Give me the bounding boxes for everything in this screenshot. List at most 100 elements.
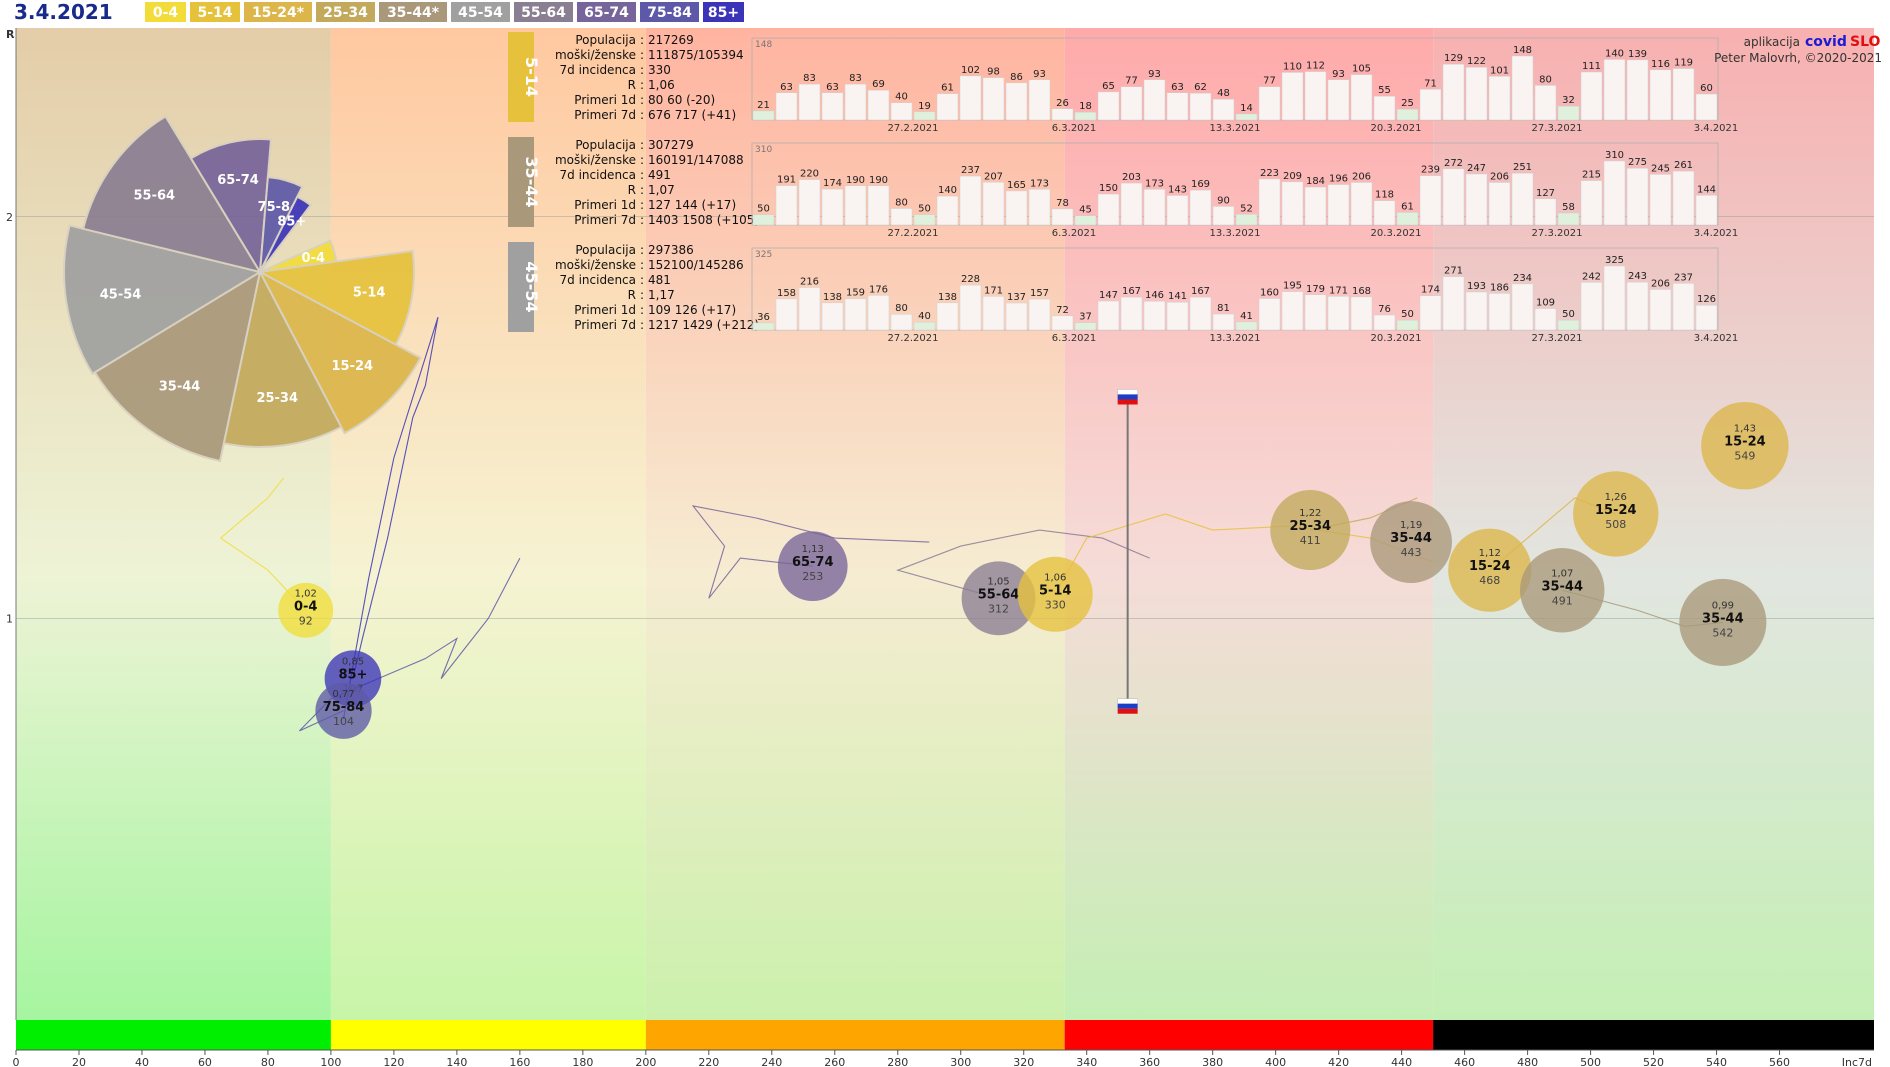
bubble-r-value: 1,43 bbox=[1734, 424, 1756, 435]
trail-0-4 bbox=[219, 477, 307, 611]
mini-date-label: 3.4.2021 bbox=[1694, 333, 1739, 344]
bubble-r-value: 1,13 bbox=[802, 544, 824, 555]
mini-bar bbox=[1396, 319, 1419, 331]
x-axis-label: Inc7d bbox=[1842, 1056, 1872, 1067]
mini-bar bbox=[821, 92, 844, 121]
mini-bar bbox=[752, 110, 775, 121]
flag-blue bbox=[1117, 703, 1138, 709]
stat-colon: : bbox=[640, 78, 644, 92]
stat-key: Primeri 1d bbox=[574, 198, 636, 212]
mini-bar bbox=[867, 185, 890, 226]
mini-bar-label: 206 bbox=[1490, 171, 1509, 182]
mini-bar-label: 45 bbox=[1079, 205, 1092, 216]
x-tick-label: 400 bbox=[1265, 1056, 1286, 1067]
panel-tab-label: 35-44 bbox=[522, 156, 541, 207]
mini-bar bbox=[1534, 198, 1557, 226]
pie-slice-65-74 bbox=[189, 138, 273, 276]
stat-colon: : bbox=[640, 318, 644, 332]
mini-bar bbox=[867, 89, 890, 121]
legend-label-35-44: 35-44* bbox=[387, 5, 440, 21]
zone-color-segment bbox=[1064, 1020, 1434, 1050]
bubble-incidence: 411 bbox=[1300, 534, 1321, 547]
mini-bar bbox=[1626, 167, 1649, 226]
legend-swatch-45-54 bbox=[451, 2, 510, 22]
mini-bar-label: 167 bbox=[1122, 286, 1141, 297]
stat-value: 152100/145286 bbox=[648, 258, 744, 272]
x-tick-label: 560 bbox=[1769, 1056, 1790, 1067]
mini-bar-label: 50 bbox=[1562, 309, 1575, 320]
mini-bar bbox=[1672, 283, 1695, 331]
mini-bar bbox=[1695, 93, 1718, 121]
mini-bar bbox=[1649, 174, 1672, 226]
mini-bar bbox=[1442, 168, 1465, 226]
date-title: 3.4.2021 bbox=[14, 0, 113, 24]
bubble-35-44 bbox=[1370, 501, 1452, 583]
pie-slice-45-54 bbox=[63, 224, 263, 376]
legend-swatch-55-64 bbox=[514, 2, 573, 22]
bubble-15-24 bbox=[1701, 401, 1789, 490]
mini-bar-label: 63 bbox=[826, 82, 839, 93]
mini-bar-label: 261 bbox=[1674, 160, 1693, 171]
mini-bar-label: 216 bbox=[800, 276, 819, 287]
panel-tab-label: 5-14 bbox=[522, 57, 541, 97]
mini-bar bbox=[1028, 189, 1051, 226]
mini-date-label: 27.3.2021 bbox=[1532, 228, 1583, 239]
mini-bar-label: 112 bbox=[1306, 61, 1325, 72]
stat-value: 1,07 bbox=[648, 183, 675, 197]
mini-bar-label: 139 bbox=[1628, 49, 1647, 60]
mini-bar-label: 179 bbox=[1306, 284, 1325, 295]
pie-label-75-84: 75-84 bbox=[258, 200, 300, 215]
mini-bar-label: 101 bbox=[1490, 65, 1509, 76]
mini-bar-label: 61 bbox=[941, 83, 954, 94]
mini-bar bbox=[844, 83, 867, 121]
mini-bar bbox=[913, 111, 936, 121]
mini-bar-label: 98 bbox=[987, 67, 1000, 78]
credit-app-name-a: covid bbox=[1805, 34, 1847, 50]
mini-bar-label: 21 bbox=[757, 100, 770, 111]
mini-bar bbox=[844, 298, 867, 331]
mini-bar bbox=[1695, 304, 1718, 331]
mini-bar-label: 251 bbox=[1513, 162, 1532, 173]
mini-date-label: 6.3.2021 bbox=[1052, 333, 1097, 344]
mini-bar-label: 207 bbox=[984, 171, 1003, 182]
mini-bar-label: 325 bbox=[1605, 255, 1624, 266]
legend[interactable]: 0-4 5-14 15-24* 25-34 35-44* 45-54 55-64 65-74 7… bbox=[145, 2, 744, 22]
stat-colon: : bbox=[640, 138, 644, 152]
mini-bar-label: 168 bbox=[1352, 286, 1371, 297]
mini-bar-label: 176 bbox=[869, 284, 888, 295]
mini-bar-label: 191 bbox=[777, 175, 796, 186]
header-background bbox=[0, 0, 1890, 24]
flag-white bbox=[1117, 698, 1138, 704]
x-tick-label: 500 bbox=[1580, 1056, 1601, 1067]
mini-date-label: 6.3.2021 bbox=[1052, 123, 1097, 134]
age-pie-chart: 0-4 5-14 15-24 25-34 35-44 45-54 55-64 65-74 75-… bbox=[63, 115, 422, 463]
mini-bar-label: 40 bbox=[918, 311, 931, 322]
stat-value: 491 bbox=[648, 168, 671, 182]
x-tick-label: 420 bbox=[1328, 1056, 1349, 1067]
zone-color-segment bbox=[1433, 1020, 1874, 1050]
mini-bar bbox=[1097, 91, 1120, 121]
bubble-r-value: 0,85 bbox=[342, 657, 364, 668]
trail-75-84 bbox=[299, 557, 521, 732]
mini-bar bbox=[1603, 59, 1626, 121]
mini-bar-label: 243 bbox=[1628, 271, 1647, 282]
bubble-r-value: 1,26 bbox=[1605, 492, 1627, 503]
bubble-group-label: 15-24 bbox=[1595, 503, 1637, 518]
pie-label-5-14: 5-14 bbox=[353, 286, 386, 301]
mini-bar bbox=[982, 77, 1005, 121]
mini-bar bbox=[775, 298, 798, 331]
mini-bar bbox=[1281, 291, 1304, 331]
mini-bar-label: 127 bbox=[1536, 188, 1555, 199]
mini-bar-label: 93 bbox=[1033, 69, 1046, 80]
mini-bar bbox=[1304, 186, 1327, 226]
mini-bar bbox=[1258, 178, 1281, 226]
legend-label-25-34: 25-34 bbox=[323, 5, 368, 21]
mini-bar bbox=[1396, 108, 1419, 121]
mini-bar-label: 129 bbox=[1444, 53, 1463, 64]
mini-bar bbox=[936, 93, 959, 121]
stat-key: Populacija bbox=[575, 138, 636, 152]
stat-value: 1403 1508 (+105) bbox=[648, 213, 759, 227]
mini-bar-label: 138 bbox=[938, 292, 957, 303]
mini-bar bbox=[1258, 86, 1281, 121]
mini-bar-label: 26 bbox=[1056, 98, 1069, 109]
